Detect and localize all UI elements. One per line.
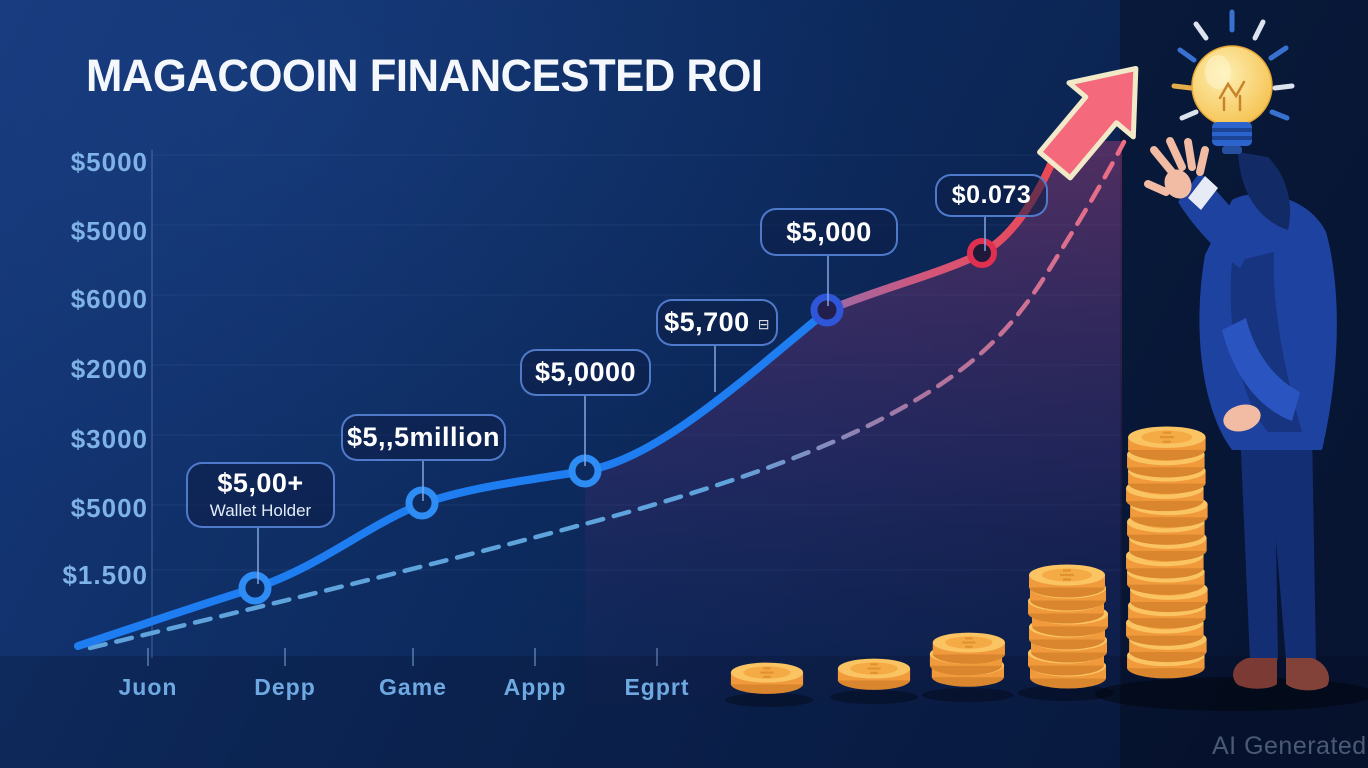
data-point-callout: $5,000	[760, 208, 898, 256]
projection-dashed-line	[87, 139, 1127, 651]
x-category-label: Depp	[254, 674, 316, 700]
data-point-callout: $5,00+ Wallet Holder	[186, 462, 335, 528]
data-point-markers	[238, 238, 997, 605]
y-tick-label: $5000	[70, 493, 148, 523]
y-tick-label: $5000	[70, 147, 148, 177]
data-point-callout: $5,700 ⊟	[656, 299, 778, 346]
callout-connector	[584, 396, 586, 466]
y-tick-label: $1.500	[62, 560, 148, 590]
bulb-rays	[1171, 9, 1295, 121]
x-category-label: Juon	[118, 674, 178, 700]
coin-stack-1	[729, 661, 805, 695]
growth-arrow-icon	[1037, 66, 1139, 181]
coin-stack-4	[1026, 563, 1110, 690]
y-tick-label: $6000	[70, 284, 148, 314]
ai-generated-watermark: AI Generated	[1212, 732, 1367, 760]
callout-value: $5,000	[786, 216, 872, 247]
callout-connector	[714, 346, 716, 392]
callout-connector	[984, 217, 986, 251]
callout-subtitle: Wallet Holder	[209, 500, 312, 520]
callout-value: $0.073	[951, 181, 1032, 210]
callout-value: $5,0000	[534, 357, 637, 388]
callout-value: $5,00+	[217, 468, 304, 499]
x-category-label: Game	[379, 674, 447, 700]
page-title: MAGACOOIN FINANCESTED ROI	[86, 50, 763, 101]
lightbulb-icon	[1171, 9, 1295, 154]
callout-connector	[827, 256, 829, 306]
data-point-callout: $0.073	[935, 174, 1048, 217]
callout-value: $5,700 ⊟	[664, 307, 770, 338]
callout-suffix-glyph: ⊟	[757, 315, 770, 332]
coin-stack-3	[928, 631, 1006, 688]
coin-stack-2	[836, 657, 912, 691]
callout-value: $5,,5million	[346, 422, 501, 453]
x-category-label: Appp	[503, 674, 567, 700]
y-tick-label: $5000	[70, 216, 148, 246]
businessman-illustration	[1144, 137, 1337, 691]
area-fill	[585, 141, 1122, 705]
y-tick-label: $2000	[70, 354, 148, 384]
coin-stack-5	[1124, 425, 1209, 680]
x-category-label: Egprt	[624, 674, 690, 700]
data-point-callout: $5,0000	[520, 349, 651, 396]
callout-connector	[257, 528, 259, 584]
callout-connector	[422, 461, 424, 501]
y-tick-label: $3000	[70, 424, 148, 454]
data-point-callout: $5,,5million	[341, 414, 506, 461]
